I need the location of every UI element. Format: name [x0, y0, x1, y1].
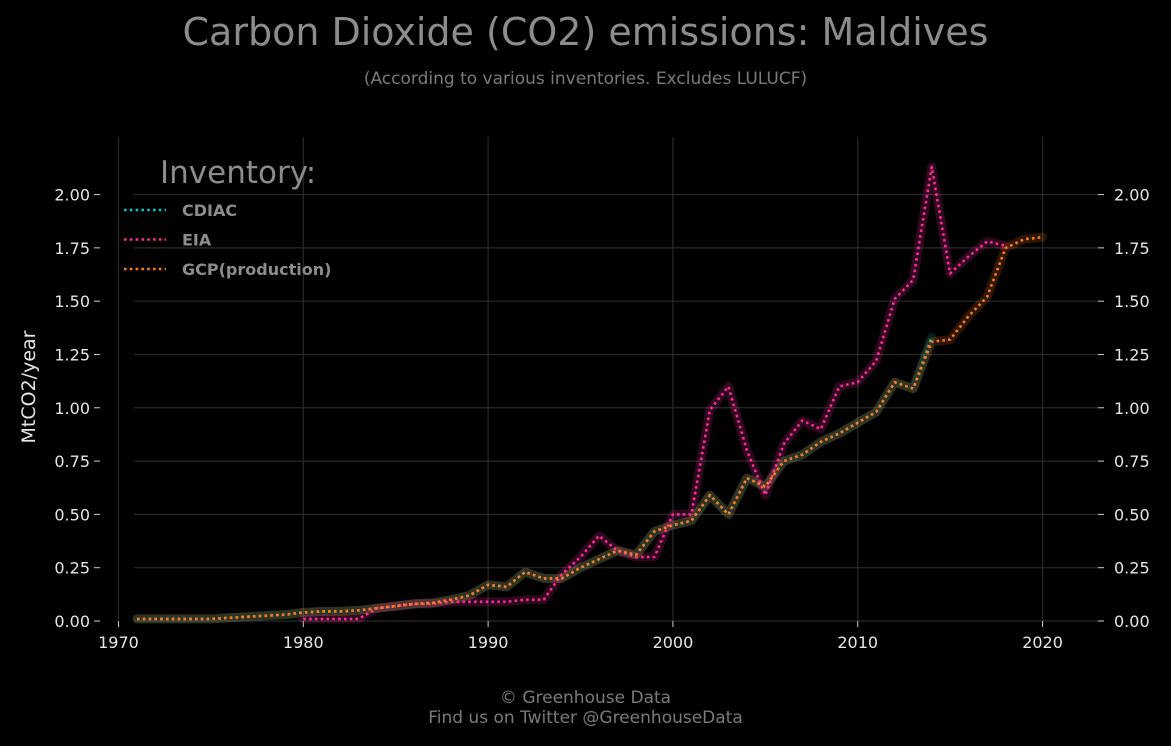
- y-tick-label-left-1: 0.25: [54, 559, 90, 578]
- series-glow-eia: [298, 162, 1011, 624]
- series-line-eia: [303, 165, 1006, 621]
- x-tick-label-2010: 2010: [837, 633, 878, 652]
- x-tick-label-1990: 1990: [468, 633, 509, 652]
- y-tick-label-left-0: 0.00: [54, 612, 90, 631]
- legend-label-gcp-production: GCP(production): [182, 260, 331, 279]
- y-tick-label-right-2: 0.50: [1114, 505, 1150, 524]
- y-tick-label-right-0: 0.00: [1114, 612, 1150, 631]
- footer-twitter: Find us on Twitter @GreenhouseData: [428, 708, 743, 728]
- y-tick-label-left-3: 0.75: [54, 452, 90, 471]
- series-line-gcp-production: [137, 235, 1043, 621]
- x-tick-label-1980: 1980: [283, 633, 324, 652]
- y-tick-label-right-8: 2.00: [1114, 186, 1150, 205]
- chart-subtitle: (According to various inventories. Exclu…: [363, 69, 808, 89]
- series-lines: [132, 162, 1048, 624]
- y-tick-label-right-5: 1.25: [1114, 345, 1150, 364]
- y-tick-label-left-6: 1.50: [54, 292, 90, 311]
- y-tick-label-left-4: 1.00: [54, 399, 90, 418]
- y-tick-label-right-3: 0.75: [1114, 452, 1150, 471]
- y-tick-label-left-2: 0.50: [54, 505, 90, 524]
- y-tick-label-left-8: 2.00: [54, 186, 90, 205]
- chart-title: Carbon Dioxide (CO2) emissions: Maldives: [182, 10, 989, 54]
- legend-title: Inventory:: [160, 155, 316, 191]
- x-tick-label-2000: 2000: [653, 633, 694, 652]
- y-axis-label: MtCO2/year: [18, 330, 40, 443]
- y-tick-label-left-5: 1.25: [54, 345, 90, 364]
- legend-label-eia: EIA: [182, 231, 212, 250]
- grid-lines: [117, 137, 1098, 622]
- y-tick-label-right-7: 1.75: [1114, 239, 1150, 258]
- y-tick-label-left-7: 1.75: [54, 239, 90, 258]
- series-glow-gcp-production: [132, 232, 1048, 624]
- footer-copyright: © Greenhouse Data: [499, 688, 672, 708]
- y-tick-label-right-6: 1.50: [1114, 292, 1150, 311]
- legend: Inventory: CDIAC EIA GCP(production): [124, 155, 331, 279]
- legend-label-cdiac: CDIAC: [182, 201, 237, 220]
- y-tick-label-right-1: 0.25: [1114, 559, 1150, 578]
- axes: 1970 1980 1990 2000 2010 2020 0.00 0.00 0.25 0.25…: [18, 186, 1150, 652]
- y-tick-label-right-4: 1.00: [1114, 399, 1150, 418]
- x-tick-label-2020: 2020: [1022, 633, 1063, 652]
- x-tick-label-1970: 1970: [98, 633, 139, 652]
